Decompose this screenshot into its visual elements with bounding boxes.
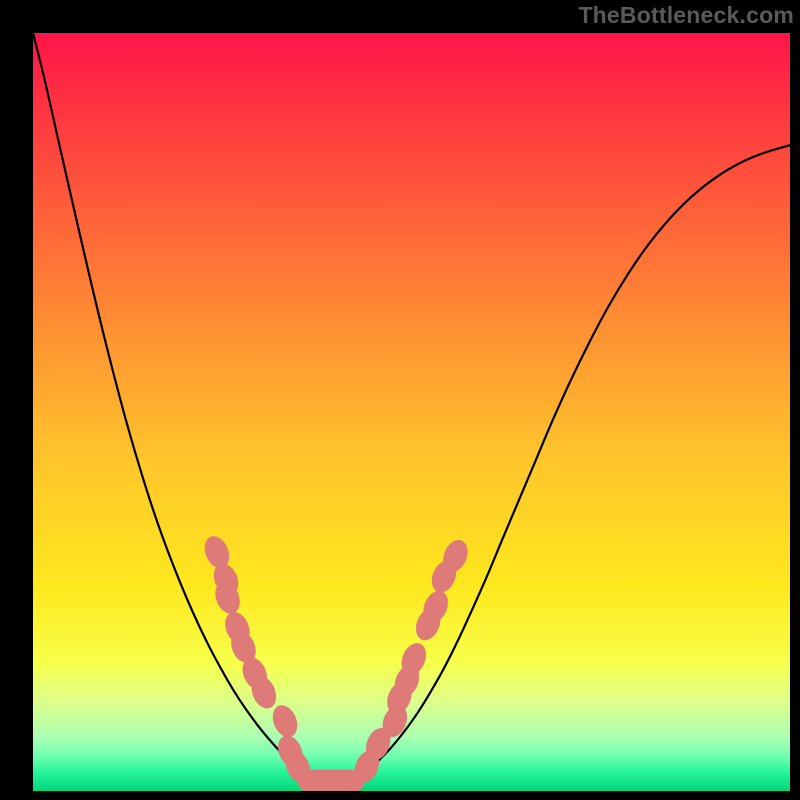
outer-frame: TheBottleneck.com: [0, 0, 800, 800]
plot-area: [33, 33, 790, 791]
floor-marker: [298, 770, 365, 791]
chart-svg: [33, 33, 790, 791]
watermark-text: TheBottleneck.com: [578, 2, 794, 29]
